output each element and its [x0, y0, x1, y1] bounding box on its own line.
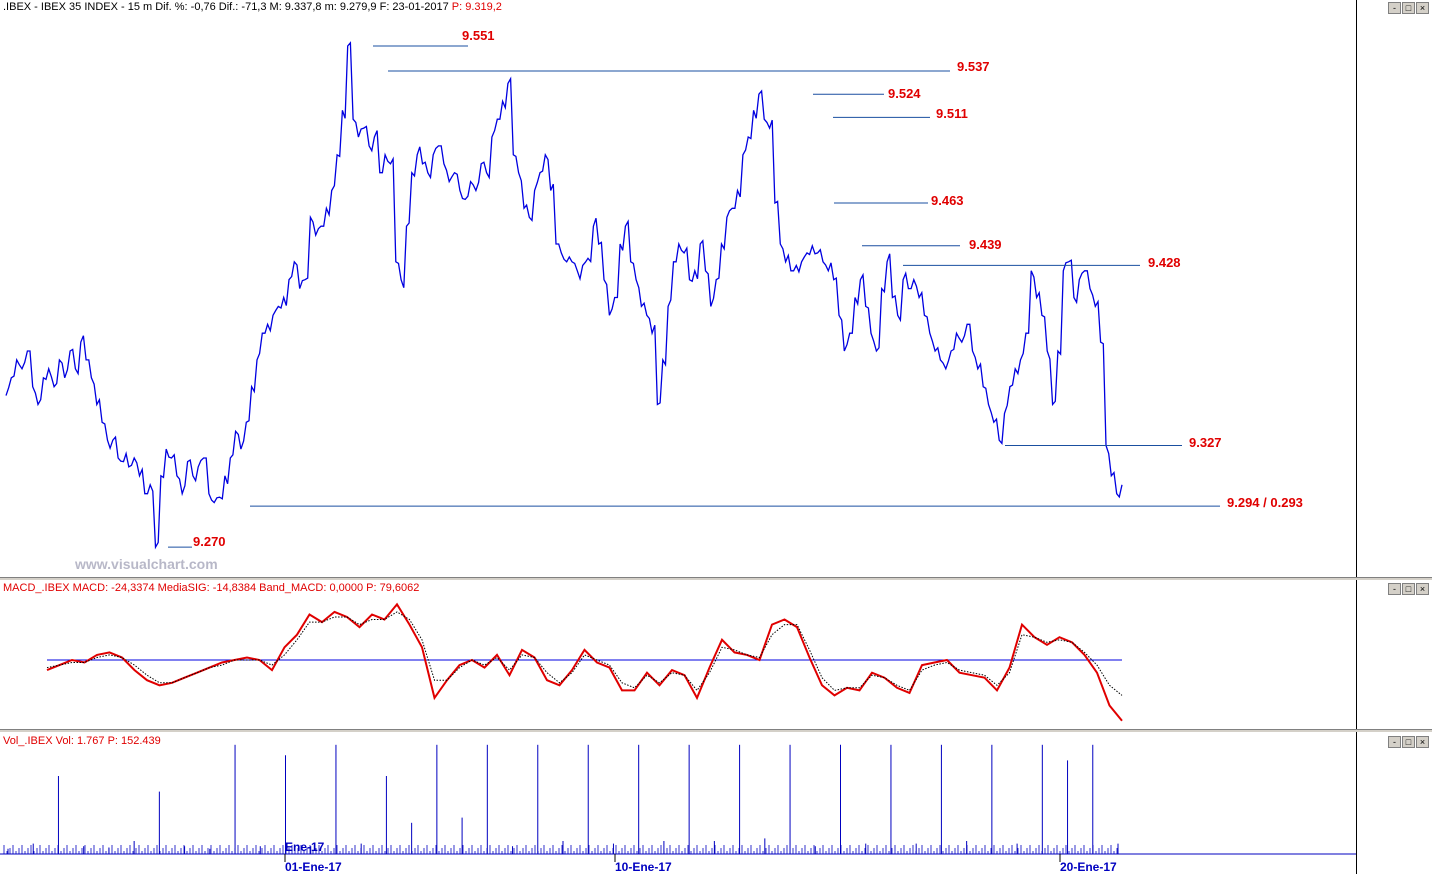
- level-label: 9.524: [888, 86, 921, 101]
- macd-chart: 20100-10-20: [46, 602, 1384, 722]
- macd-axis: [1356, 580, 1432, 732]
- volume-panel: 40.00030.00020.00010.00001-Ene-1710-Ene-…: [0, 732, 1432, 874]
- volume-header: Vol_.IBEX Vol: 1.767 P: 152.439: [3, 735, 161, 747]
- macd-header: MACD_.IBEX MACD: -24,3374 MediaSIG: -14,…: [3, 582, 420, 594]
- price-header: .IBEX - IBEX 35 INDEX - 15 m Dif. %: -0,…: [3, 1, 449, 13]
- level-label: 9.551: [462, 28, 495, 43]
- price-series-line: [5, 41, 1123, 550]
- price-restore-button[interactable]: □: [1402, 2, 1415, 14]
- x-axis-label: 01-Ene-17: [285, 860, 342, 874]
- x-axis-label: 20-Ene-17: [1060, 860, 1117, 874]
- level-label: 9.327: [1189, 435, 1222, 450]
- volume-restore-button[interactable]: □: [1402, 736, 1415, 748]
- level-label: 9.428: [1148, 255, 1181, 270]
- volume-close-button[interactable]: ×: [1416, 736, 1429, 748]
- volume-minimize-button[interactable]: -: [1388, 736, 1401, 748]
- level-label: 9.294 / 0.293: [1227, 495, 1303, 510]
- price-panel: 9.5609.5409.5209.5009.4809.4609.4409.420…: [3, 0, 1432, 586]
- price-close-button[interactable]: ×: [1416, 2, 1429, 14]
- volume-chart: 40.00030.00020.00010.00001-Ene-1710-Ene-…: [0, 744, 1402, 874]
- level-label: 9.463: [931, 193, 964, 208]
- macd-minimize-button[interactable]: -: [1388, 583, 1401, 595]
- macd-restore-button[interactable]: □: [1402, 583, 1415, 595]
- watermark: www.visualchart.com: [75, 556, 218, 572]
- level-label: 9.537: [957, 59, 990, 74]
- macd-close-button[interactable]: ×: [1416, 583, 1429, 595]
- level-label: 9.439: [969, 237, 1002, 252]
- x-axis-label: 10-Ene-17: [615, 860, 672, 874]
- price-minimize-button[interactable]: -: [1388, 2, 1401, 14]
- level-label: 9.270: [193, 534, 226, 549]
- x-axis-label-month: Ene-17: [285, 840, 325, 854]
- price-chart: 9.5609.5409.5209.5009.4809.4609.4409.420…: [5, 25, 1396, 572]
- macd-line: [46, 602, 1123, 722]
- macd-panel: 20100-10-20 MACD_.IBEX MACD: -24,3374 Me…: [0, 580, 1432, 732]
- macd-signal-line: [46, 611, 1123, 696]
- level-label: 9.511: [936, 106, 968, 121]
- price-axis: [1356, 0, 1432, 586]
- volume-axis: [1356, 732, 1432, 874]
- price-header-last: P: 9.319,2: [451, 1, 502, 13]
